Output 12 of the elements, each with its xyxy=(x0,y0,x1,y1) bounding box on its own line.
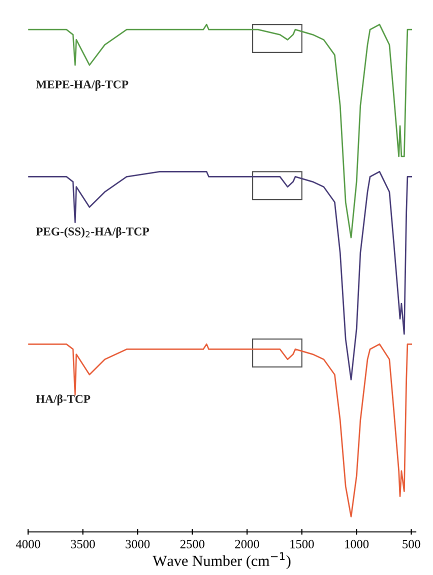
x-tick-label: 2500 xyxy=(180,540,204,548)
x-tick-label: 1500 xyxy=(290,540,314,548)
x-tick-label: 1000 xyxy=(345,540,369,548)
x-tick-label: 4000 xyxy=(16,540,40,548)
series-label: MEPE-HA/β-TCP xyxy=(36,80,128,91)
x-tick-label: 3500 xyxy=(70,540,95,548)
x-tick-label: 500 xyxy=(402,540,420,548)
x-axis-title: Wave Number (cm$^{−1}$) xyxy=(152,552,290,570)
x-tick-label: 3000 xyxy=(126,540,150,548)
x-tick-label: 2000 xyxy=(235,540,260,548)
series-label: PEG-(SS)$_{2}$-HA/β-TCP xyxy=(36,227,150,238)
series-label: HA/β-TCP xyxy=(36,394,90,406)
